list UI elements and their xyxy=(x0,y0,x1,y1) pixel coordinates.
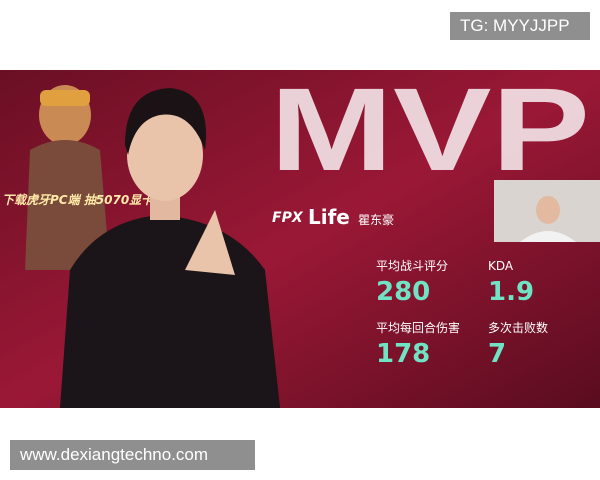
stat-label: 平均战斗评分 xyxy=(376,259,448,273)
webcam xyxy=(494,180,600,242)
player-name: Life xyxy=(308,205,350,229)
stat-value: 7 xyxy=(488,339,506,369)
watermark-top: TG: MYYJJPP xyxy=(450,12,590,40)
watermark-bottom: www.dexiangtechno.com xyxy=(10,440,255,470)
stat-value: 1.9 xyxy=(488,277,534,307)
player-name-cn: 瞿东豪 xyxy=(358,212,394,227)
banner: 下载虎牙PC端 抽5070显卡 xyxy=(2,193,155,207)
broadcast-frame: MVP 下载虎牙PC端 抽5070显卡 FPX Life 瞿东豪 平均战斗评分 2… xyxy=(0,70,600,408)
stats: 平均战斗评分 280 KDA 1.9 平均每回合伤害 178 多次击败数 7 xyxy=(376,259,548,369)
stat-value: 280 xyxy=(376,277,430,307)
stat-label: 多次击败数 xyxy=(488,320,548,335)
stat-label: KDA xyxy=(488,259,514,273)
stat-value: 178 xyxy=(376,339,430,369)
headline: MVP xyxy=(270,70,590,196)
player-photo xyxy=(60,88,280,408)
team: FPX xyxy=(272,210,304,226)
game-character xyxy=(25,85,110,270)
stat-label: 平均每回合伤害 xyxy=(376,320,460,335)
